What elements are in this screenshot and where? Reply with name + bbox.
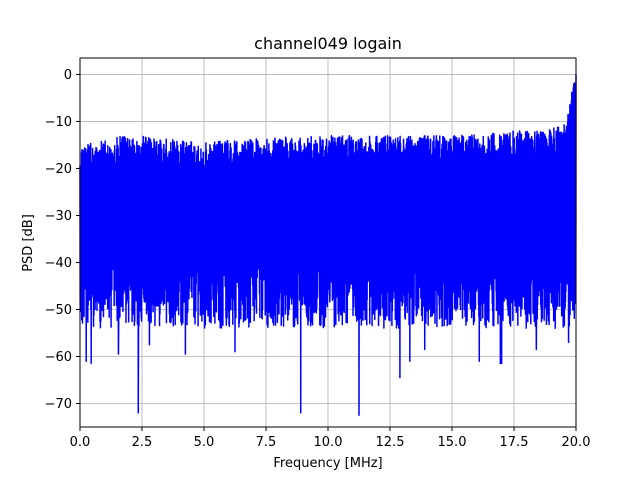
- x-tick-label: 17.5: [500, 435, 529, 450]
- y-tick-label: 0: [64, 68, 72, 83]
- y-tick-label: −60: [45, 350, 72, 365]
- x-tick-label: 10.0: [314, 435, 343, 450]
- psd-series-line: [79, 74, 577, 416]
- x-tick-label: 2.5: [132, 435, 153, 450]
- x-tick-label: 5.0: [194, 435, 215, 450]
- y-axis-label: PSD [dB]: [21, 214, 36, 272]
- y-tick-label: −70: [45, 397, 72, 412]
- x-tick-label: 0.0: [70, 435, 91, 450]
- x-tick-label: 15.0: [438, 435, 467, 450]
- series-layer: [79, 74, 577, 416]
- y-tick-label: −20: [45, 162, 72, 177]
- y-tick-label: −30: [45, 209, 72, 224]
- ticks-layer: 0.0 2.5 5.0 7.5 10.0 12.5 15.0 17.5 20.0 0 −10 −20 −…: [45, 68, 591, 450]
- x-tick-label: 7.5: [256, 435, 277, 450]
- y-tick-label: −40: [45, 256, 72, 271]
- chart-title: channel049 logain: [254, 34, 402, 53]
- x-tick-label: 20.0: [562, 435, 591, 450]
- x-tick-label: 12.5: [376, 435, 405, 450]
- y-tick-label: −50: [45, 303, 72, 318]
- y-tick-label: −10: [45, 115, 72, 130]
- x-axis-label: Frequency [MHz]: [273, 456, 382, 471]
